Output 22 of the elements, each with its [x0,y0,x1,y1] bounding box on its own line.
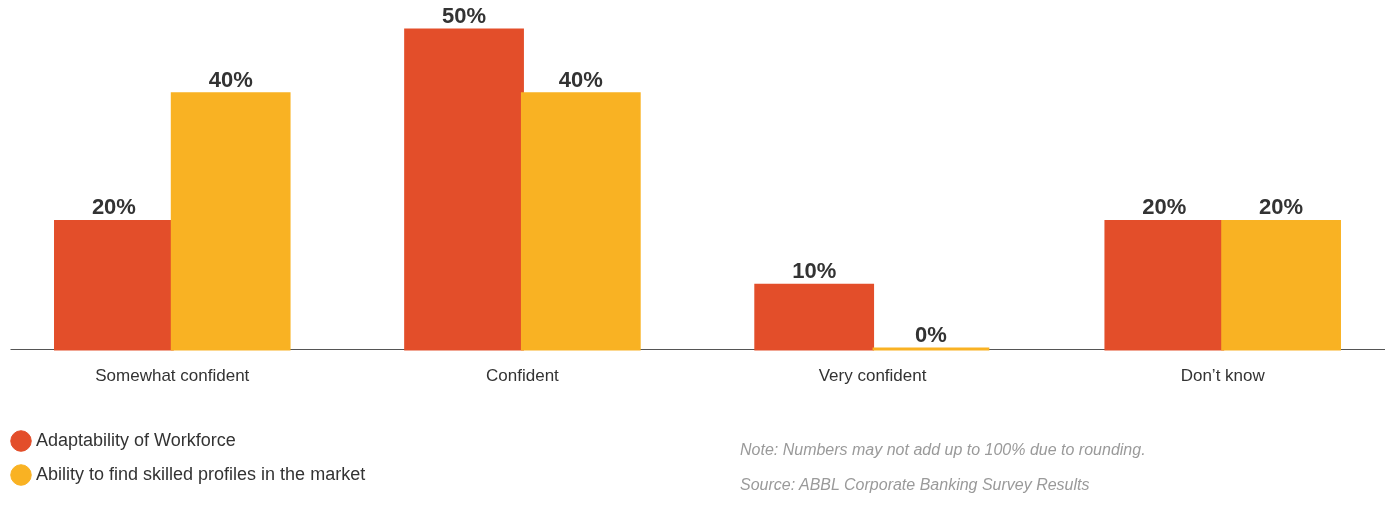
bar [1221,219,1341,351]
data-label: 20% [1259,194,1304,220]
data-label: 40% [558,66,603,92]
x-tick-label: Very confident [818,365,927,385]
x-tick-label: Confident [486,365,560,385]
data-label: 50% [442,3,487,28]
data-label: 20% [91,194,136,220]
bar [404,28,524,351]
data-label: 20% [1142,194,1187,220]
data-label: 40% [208,66,253,92]
data-label: 10% [792,258,837,284]
text: Note: Numbers may not add up to 100% due to rounding. [740,441,1146,458]
legend-label: Adaptability of Workforce [36,430,236,450]
legend-label: Ability to find skilled profiles in the market [36,464,366,484]
bar [170,92,291,351]
bar [54,219,174,351]
bar [754,283,875,351]
source-note: Source: ABBL Corporate Banking Survey Results [740,476,1090,493]
x-tick-label: Don’t know [1180,365,1266,385]
bar [520,92,641,351]
x-tick-label: Somewhat confident [95,365,250,385]
data-label: 0% [915,322,947,347]
